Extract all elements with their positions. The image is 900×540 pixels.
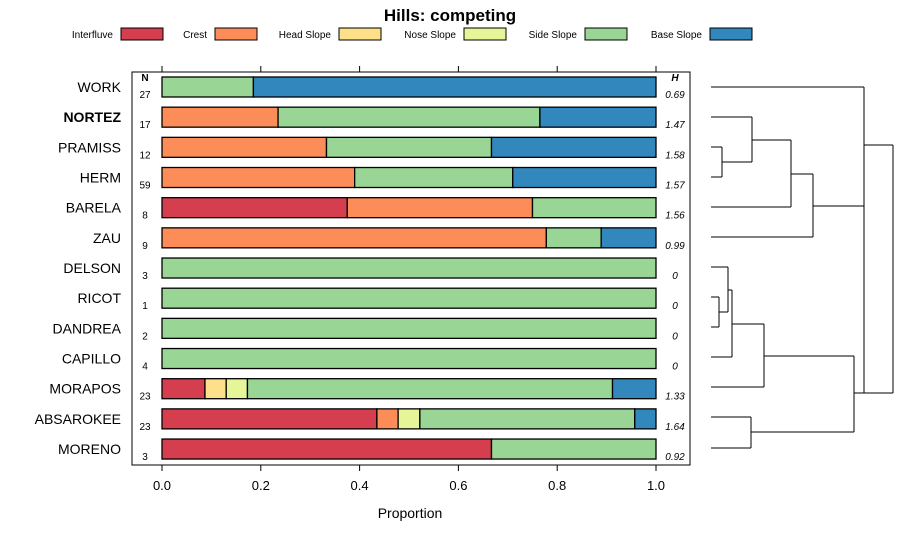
bar-segment-side-slope [161, 76, 255, 98]
n-value: 8 [142, 211, 148, 222]
n-value: 1 [142, 301, 148, 312]
x-tick-label: 0.4 [351, 478, 369, 493]
bar-segment-side-slope [161, 317, 657, 340]
bar-segment-interfluve [161, 438, 493, 460]
legend-swatch-2 [338, 27, 382, 41]
h-value: 0.69 [665, 90, 685, 101]
n-value: 4 [142, 362, 148, 373]
legend-swatch-0 [120, 27, 164, 41]
h-value: 1.58 [665, 150, 685, 161]
legend-swatch-3 [463, 27, 507, 41]
n-value: 59 [139, 181, 151, 192]
category-label: DANDREA [53, 320, 122, 336]
h-column-header: H [671, 73, 679, 84]
legend-swatch-5 [709, 27, 753, 41]
h-value: 1.56 [665, 211, 685, 222]
category-label: WORK [77, 79, 121, 95]
dendrogram [711, 86, 894, 449]
x-tick-label: 0.2 [252, 478, 270, 493]
plot-frame [131, 71, 691, 466]
n-value: 12 [139, 150, 151, 161]
legend-label-4: Side Slope [529, 30, 578, 41]
h-value: 0 [672, 301, 678, 312]
category-label: MORENO [58, 441, 121, 457]
bar-segment-side-slope [246, 378, 614, 400]
bar-segment-side-slope [490, 438, 657, 460]
h-value: 1.47 [665, 120, 685, 131]
bar-segment-interfluve [161, 378, 206, 400]
bar-segment-crest [346, 197, 534, 219]
x-tick-label: 0.8 [548, 478, 566, 493]
category-label: RICOT [77, 290, 121, 306]
bar-segment-interfluve [161, 408, 378, 430]
n-value: 23 [139, 422, 151, 433]
bar-segment-base-slope [512, 166, 657, 189]
n-value: 27 [139, 90, 151, 101]
category-label: DELSON [63, 260, 121, 276]
bar-segment-side-slope [277, 106, 541, 128]
legend-label-5: Base Slope [651, 30, 703, 41]
n-value: 17 [139, 120, 151, 131]
h-value: 0 [672, 331, 678, 342]
bar-segment-side-slope [161, 257, 657, 279]
chart-title: Hills: competing [384, 6, 516, 25]
bar-segment-base-slope [490, 136, 657, 158]
bar-segment-side-slope [354, 166, 514, 189]
bar-segment-base-slope [611, 378, 657, 400]
bar-segment-base-slope [539, 106, 657, 128]
bar-segment-crest [161, 106, 279, 128]
h-value: 0.99 [665, 241, 685, 252]
h-value: 1.64 [665, 422, 685, 433]
x-tick-label: 1.0 [647, 478, 665, 493]
bar-segment-nose-slope [397, 408, 421, 430]
category-label: NORTEZ [63, 109, 121, 125]
category-label: HERM [80, 170, 121, 186]
x-tick-label: 0.6 [449, 478, 467, 493]
h-value: 1.57 [665, 181, 685, 192]
h-value: 0.92 [665, 452, 685, 463]
n-value: 2 [142, 331, 148, 342]
legend-label-0: Interfluve [72, 30, 114, 41]
bar-segment-crest [161, 166, 356, 189]
category-label: PRAMISS [58, 139, 121, 155]
legend-swatch-4 [584, 27, 628, 41]
bar-segment-side-slope [419, 408, 636, 430]
x-tick-label: 0.0 [153, 478, 171, 493]
category-label: CAPILLO [62, 351, 121, 367]
bar-segment-base-slope [634, 408, 657, 430]
bar-segment-side-slope [545, 227, 602, 249]
bar-segment-side-slope [325, 136, 493, 158]
n-value: 3 [142, 271, 148, 282]
n-value: 9 [142, 241, 148, 252]
n-value: 23 [139, 392, 151, 403]
h-value: 0 [672, 271, 678, 282]
legend-label-1: Crest [183, 30, 207, 41]
legend: Interfluve Crest Head Slope Nose Slope Side … [72, 27, 753, 41]
h-value: 1.33 [665, 392, 685, 403]
bar-segment-crest [376, 408, 399, 430]
bar-segment-base-slope [600, 227, 657, 249]
bar-segment-nose-slope [225, 378, 249, 400]
bar-segment-side-slope [161, 347, 657, 370]
bar-segment-side-slope [531, 197, 657, 219]
x-axis-title: Proportion [378, 505, 443, 521]
legend-label-2: Head Slope [279, 30, 332, 41]
bar-segment-side-slope [161, 287, 657, 309]
category-label: MORAPOS [49, 381, 121, 397]
legend-swatch-1 [214, 27, 258, 41]
category-label: BARELA [66, 200, 122, 216]
category-label: ZAU [93, 230, 121, 246]
legend-label-3: Nose Slope [404, 30, 456, 41]
bar-segment-base-slope [252, 76, 657, 98]
n-value: 3 [142, 452, 148, 463]
bar-segment-crest [161, 136, 328, 158]
n-column-header: N [141, 73, 148, 84]
bar-segment-head-slope [204, 378, 227, 400]
h-value: 0 [672, 362, 678, 373]
bar-segment-crest [161, 227, 547, 249]
bar-segment-interfluve [161, 197, 348, 219]
category-label: ABSAROKEE [35, 411, 121, 427]
